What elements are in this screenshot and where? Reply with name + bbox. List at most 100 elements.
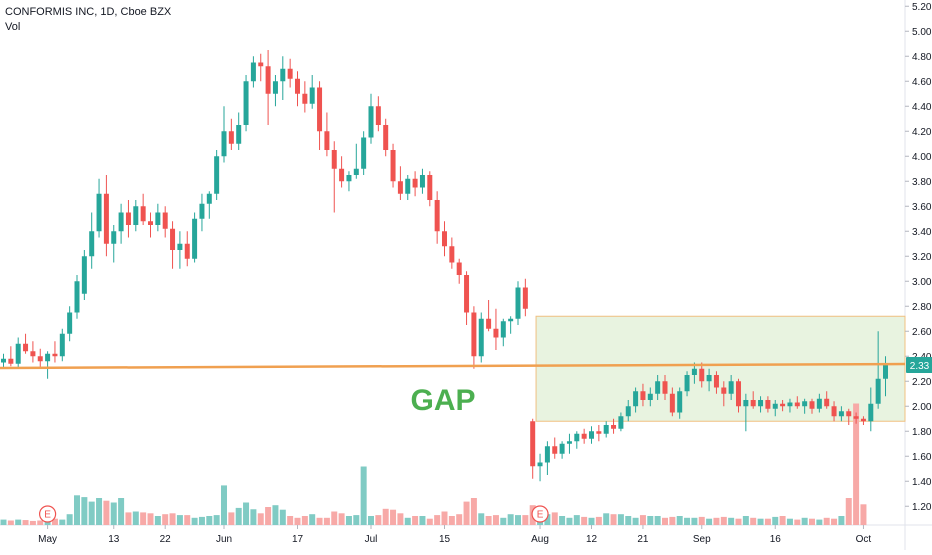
- candle-body: [74, 281, 80, 313]
- volume-bar: [140, 512, 147, 525]
- candle-body: [258, 62, 264, 67]
- volume-bar: [7, 520, 14, 525]
- time-axis[interactable]: May 13 22 Jun 17 Jul 15 Aug 12 21 Sep 16 Oct: [38, 525, 871, 545]
- candle-body: [655, 381, 661, 394]
- volume-bar: [96, 498, 103, 525]
- time-tick-label: Jul: [365, 534, 378, 545]
- volume-bar: [544, 514, 551, 525]
- price-tick-label: 3.60: [912, 202, 932, 213]
- candle-body: [265, 66, 271, 94]
- price-tick-label: 3.00: [912, 277, 932, 288]
- candle-body: [280, 68, 286, 82]
- candle-body: [353, 168, 359, 175]
- volume-bar: [221, 485, 227, 525]
- volume-bar: [691, 517, 698, 525]
- candle-body: [566, 441, 572, 444]
- price-tick-label: 4.40: [912, 102, 932, 113]
- volume-bar: [81, 497, 88, 525]
- time-tick-label: Sep: [693, 534, 711, 545]
- candle-body: [552, 446, 558, 454]
- candle-body: [405, 178, 411, 194]
- candle-body: [574, 433, 580, 442]
- candle-body: [699, 368, 705, 382]
- price-tick-label: 3.80: [912, 177, 932, 188]
- candle-body: [831, 406, 837, 417]
- candle-body: [515, 287, 521, 319]
- candle-body: [640, 391, 646, 400]
- candle-body: [816, 398, 822, 409]
- symbol-title[interactable]: CONFORMIS INC, 1D, Cboe BZX: [5, 6, 172, 18]
- candle-body: [794, 402, 800, 407]
- volume-bar: [191, 517, 198, 525]
- volume-bar: [573, 515, 580, 525]
- price-tick-label: 4.20: [912, 127, 932, 138]
- volume-bar: [448, 516, 455, 525]
- volume-bar: [0, 519, 7, 525]
- volume-bar: [331, 511, 338, 525]
- candle-body: [324, 131, 330, 150]
- volume-bar: [382, 508, 389, 525]
- volume-bar: [720, 516, 727, 525]
- volume-bar: [750, 517, 757, 525]
- candle-body: [868, 403, 874, 422]
- time-tick-label: 17: [292, 534, 304, 545]
- candle-body: [713, 375, 719, 388]
- last-price-label: 2.33: [910, 361, 930, 372]
- candle-body: [736, 381, 741, 407]
- volume-bar: [110, 502, 117, 525]
- volume-bar: [360, 466, 367, 525]
- candle-body: [853, 416, 859, 419]
- candle-body: [206, 193, 212, 204]
- candle-body: [633, 391, 639, 407]
- volume-bar: [588, 517, 595, 525]
- volume-bar: [426, 518, 433, 525]
- candle-body: [625, 406, 631, 417]
- last-price-tag: [906, 357, 932, 373]
- candle-body: [802, 401, 808, 407]
- candle-body: [317, 87, 323, 132]
- candle-body: [390, 150, 396, 182]
- earnings-marker-label: E: [44, 510, 51, 521]
- candle-body: [287, 68, 293, 79]
- volume-bar: [515, 515, 521, 525]
- candle-body: [706, 375, 712, 382]
- volume-bar: [301, 516, 308, 525]
- candle-body: [508, 318, 514, 322]
- time-tick-label: Jun: [216, 534, 232, 545]
- volume-bar: [581, 516, 588, 525]
- volume-bar: [595, 516, 602, 525]
- volume-bar: [338, 513, 345, 525]
- volume-bar: [235, 507, 242, 525]
- candle-body: [522, 287, 528, 309]
- price-tick-label: 1.20: [912, 502, 932, 513]
- candle-body: [397, 181, 403, 194]
- candle-body: [96, 193, 102, 232]
- candle-body: [67, 312, 73, 334]
- volume-bar: [22, 520, 29, 525]
- volume-bar: [757, 518, 764, 525]
- volume-bar: [132, 511, 139, 525]
- candle-body: [611, 425, 617, 429]
- volume-bar: [147, 513, 154, 525]
- volume-bars: [0, 403, 867, 525]
- volume-bar: [603, 513, 610, 525]
- volume-bar: [764, 518, 771, 525]
- price-tick-label: 3.20: [912, 252, 932, 263]
- earnings-marker: [531, 505, 549, 523]
- candle-body: [471, 312, 477, 357]
- volume-bar: [184, 515, 191, 525]
- candle-body: [81, 256, 87, 294]
- candle-body: [824, 398, 830, 407]
- candle-body: [52, 353, 58, 357]
- volume-bar: [706, 518, 713, 525]
- candle-body: [118, 212, 124, 232]
- volume-bar: [669, 516, 676, 525]
- volume-bar: [809, 518, 815, 525]
- candle-body: [111, 231, 117, 244]
- candle-body: [177, 243, 183, 250]
- candle-body: [537, 462, 543, 467]
- candle-body: [250, 62, 256, 82]
- price-axis[interactable]: 1.201.401.601.802.002.202.402.602.803.00…: [905, 2, 932, 513]
